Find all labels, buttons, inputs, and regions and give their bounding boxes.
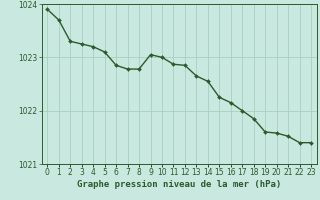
X-axis label: Graphe pression niveau de la mer (hPa): Graphe pression niveau de la mer (hPa): [77, 180, 281, 189]
